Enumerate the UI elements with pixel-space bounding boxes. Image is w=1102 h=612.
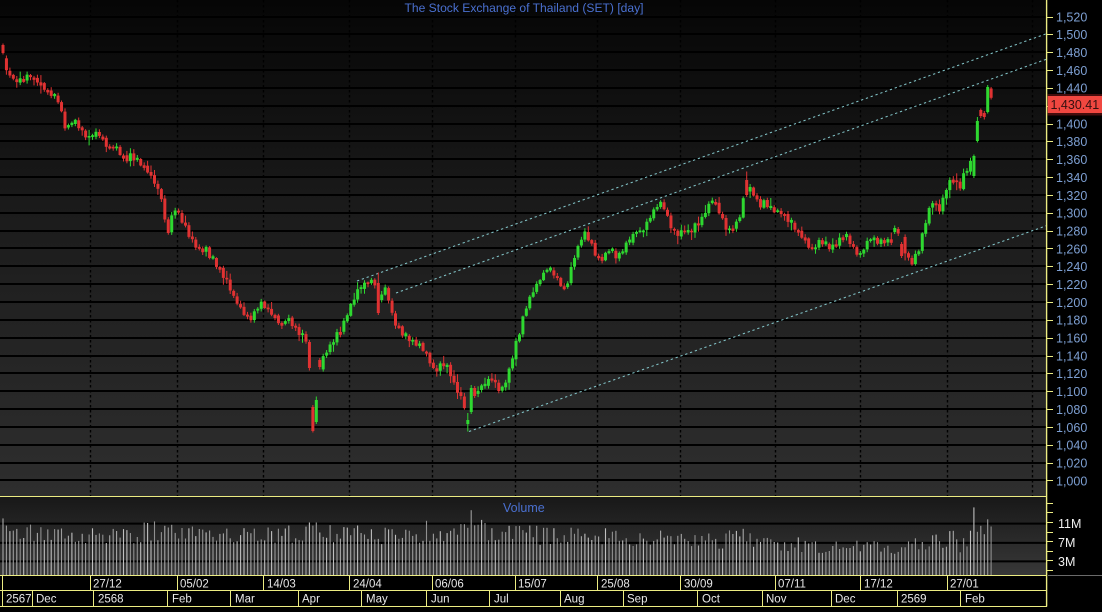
svg-text:Oct: Oct — [702, 594, 721, 606]
svg-text:06/06: 06/06 — [435, 579, 464, 591]
svg-text:1,300: 1,300 — [1056, 207, 1087, 221]
svg-text:2567: 2567 — [6, 594, 32, 606]
svg-text:May: May — [366, 594, 388, 606]
svg-text:2568: 2568 — [98, 594, 124, 606]
svg-text:1,160: 1,160 — [1056, 332, 1087, 346]
svg-text:1,200: 1,200 — [1056, 296, 1087, 310]
svg-text:14/03: 14/03 — [267, 579, 296, 591]
svg-text:1,400: 1,400 — [1056, 117, 1087, 131]
svg-text:1,140: 1,140 — [1056, 349, 1087, 363]
svg-text:25/08: 25/08 — [601, 579, 630, 591]
svg-text:1,180: 1,180 — [1056, 314, 1087, 328]
svg-text:24/04: 24/04 — [353, 579, 382, 591]
svg-text:17/12: 17/12 — [864, 579, 893, 591]
svg-text:1,520: 1,520 — [1056, 10, 1087, 24]
svg-text:1,340: 1,340 — [1056, 171, 1087, 185]
svg-text:1,440: 1,440 — [1056, 82, 1087, 96]
svg-text:1,460: 1,460 — [1056, 64, 1087, 78]
svg-text:05/02: 05/02 — [180, 579, 209, 591]
svg-text:1,060: 1,060 — [1056, 421, 1087, 435]
svg-text:Dec: Dec — [835, 594, 856, 606]
svg-text:1,430.41: 1,430.41 — [1051, 98, 1100, 112]
svg-text:1,480: 1,480 — [1056, 46, 1087, 60]
svg-text:Feb: Feb — [172, 594, 192, 606]
svg-text:1,080: 1,080 — [1056, 403, 1087, 417]
svg-text:1,000: 1,000 — [1056, 474, 1087, 488]
svg-text:7M: 7M — [1058, 536, 1075, 550]
svg-text:1,280: 1,280 — [1056, 225, 1087, 239]
svg-text:1,120: 1,120 — [1056, 367, 1087, 381]
svg-text:Dec: Dec — [36, 594, 57, 606]
svg-text:Apr: Apr — [302, 594, 320, 606]
svg-text:Feb: Feb — [965, 594, 985, 606]
svg-text:1,320: 1,320 — [1056, 189, 1087, 203]
svg-text:1,220: 1,220 — [1056, 278, 1087, 292]
svg-text:Aug: Aug — [564, 594, 584, 606]
svg-text:3M: 3M — [1058, 555, 1075, 569]
svg-text:Nov: Nov — [766, 594, 787, 606]
svg-text:1,100: 1,100 — [1056, 385, 1087, 399]
svg-text:Sep: Sep — [627, 594, 647, 606]
svg-text:Volume: Volume — [503, 501, 545, 515]
svg-text:1,380: 1,380 — [1056, 135, 1087, 149]
svg-text:Jul: Jul — [494, 594, 509, 606]
svg-text:30/09: 30/09 — [684, 579, 713, 591]
svg-text:2569: 2569 — [901, 594, 927, 606]
svg-text:1,360: 1,360 — [1056, 153, 1087, 167]
svg-text:27/01: 27/01 — [950, 579, 979, 591]
svg-text:15/07: 15/07 — [518, 579, 547, 591]
svg-text:07/11: 07/11 — [778, 579, 806, 591]
svg-text:Jun: Jun — [431, 594, 450, 606]
svg-text:27/12: 27/12 — [93, 579, 122, 591]
svg-text:The Stock Exchange of Thailand: The Stock Exchange of Thailand (SET) [da… — [404, 1, 643, 15]
svg-text:1,240: 1,240 — [1056, 260, 1087, 274]
svg-text:1,020: 1,020 — [1056, 456, 1087, 470]
svg-text:1,040: 1,040 — [1056, 439, 1087, 453]
svg-text:1,500: 1,500 — [1056, 28, 1087, 42]
svg-text:11M: 11M — [1058, 517, 1081, 531]
svg-text:1,260: 1,260 — [1056, 242, 1087, 256]
svg-text:Mar: Mar — [235, 594, 255, 606]
